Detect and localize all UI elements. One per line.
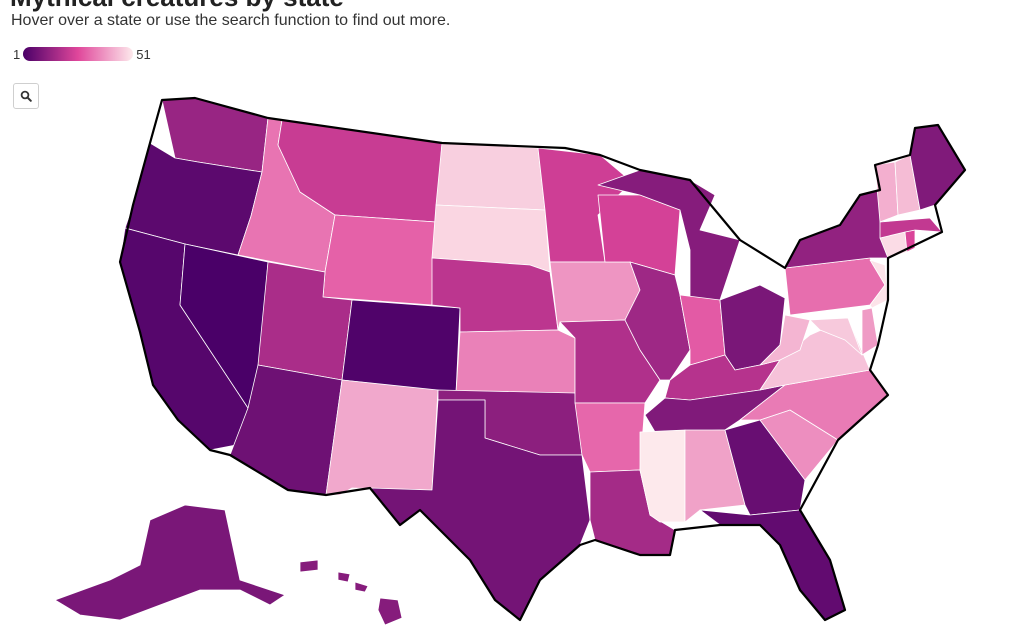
state-me[interactable] bbox=[909, 124, 966, 211]
state-ar[interactable] bbox=[574, 402, 646, 473]
state-nd[interactable] bbox=[435, 142, 546, 211]
state-mn[interactable] bbox=[537, 147, 633, 263]
state-ma[interactable] bbox=[879, 217, 943, 239]
state-al[interactable] bbox=[684, 429, 746, 523]
state-hi[interactable] bbox=[299, 559, 403, 626]
legend-max-label: 51 bbox=[136, 46, 151, 62]
legend-gradient-bar bbox=[23, 47, 134, 61]
subtitle: Hover over a state or use the search fun… bbox=[11, 12, 451, 29]
state-nm[interactable] bbox=[325, 379, 439, 496]
page-title: Mythical creatures by state bbox=[10, 0, 344, 13]
search-button[interactable] bbox=[13, 83, 39, 109]
search-icon bbox=[20, 90, 32, 102]
state-ks[interactable] bbox=[455, 329, 576, 394]
state-md[interactable] bbox=[809, 317, 863, 356]
states-layer bbox=[54, 97, 966, 626]
legend-min-label: 1 bbox=[13, 46, 21, 62]
color-legend: 1 51 bbox=[13, 45, 151, 63]
state-fl[interactable] bbox=[699, 509, 846, 621]
state-ak[interactable] bbox=[54, 504, 286, 621]
state-wy[interactable] bbox=[322, 214, 437, 306]
state-co[interactable] bbox=[341, 299, 461, 394]
state-il[interactable] bbox=[624, 261, 691, 381]
state-nj[interactable] bbox=[869, 259, 889, 309]
country-outline bbox=[118, 96, 967, 622]
state-de[interactable] bbox=[861, 307, 879, 356]
state-ny[interactable] bbox=[784, 189, 889, 269]
